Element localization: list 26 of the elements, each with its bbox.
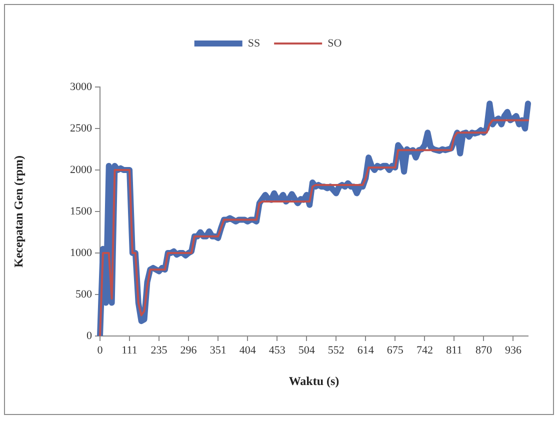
x-tick-label: 453 xyxy=(268,344,286,356)
x-tick-label: 504 xyxy=(298,344,316,356)
y-axis-title: Kecepatan Gen (rpm) xyxy=(11,156,26,268)
legend-label: SS xyxy=(248,37,260,50)
x-tick-label: 404 xyxy=(239,344,256,356)
x-tick-label: 111 xyxy=(122,344,138,356)
x-tick-label: 742 xyxy=(416,344,433,356)
x-tick-label: 675 xyxy=(386,344,404,356)
x-tick-label: 351 xyxy=(210,344,226,356)
x-tick-label: 811 xyxy=(446,344,462,356)
y-tick-label: 500 xyxy=(76,288,92,300)
y-tick-label: 2500 xyxy=(70,122,92,134)
y-tick-label: 0 xyxy=(86,330,92,342)
x-tick-label: 936 xyxy=(504,344,522,356)
legend-label: SO xyxy=(328,37,342,50)
y-tick-label: 1500 xyxy=(70,205,92,218)
x-tick-label: 552 xyxy=(328,344,344,356)
y-tick-label: 1000 xyxy=(70,246,92,259)
x-tick-label: 235 xyxy=(150,344,168,356)
y-tick-label: 3000 xyxy=(70,80,92,93)
x-tick-label: 870 xyxy=(475,344,492,356)
x-tick-label: 614 xyxy=(357,344,374,356)
y-tick-label: 2000 xyxy=(70,164,92,176)
x-axis-title: Waktu (s) xyxy=(288,374,340,388)
x-tick-label: 296 xyxy=(180,344,198,356)
x-tick-label: 0 xyxy=(97,344,104,356)
